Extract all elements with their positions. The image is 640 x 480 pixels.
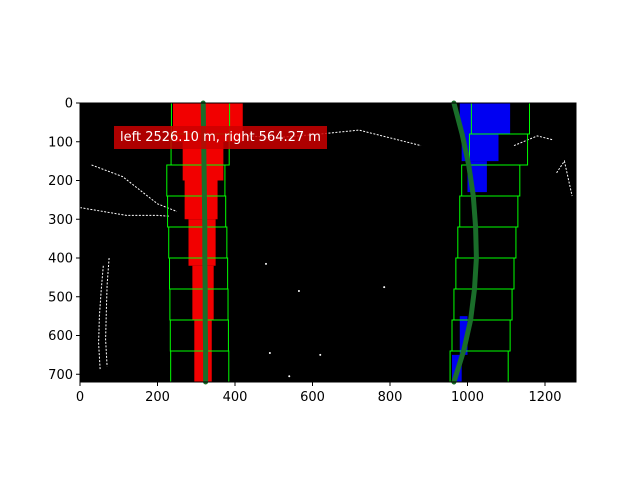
edge-dot-0 — [265, 262, 267, 265]
x-tick-label-600: 600 — [300, 390, 325, 405]
edge-dot-1 — [297, 289, 300, 292]
edge-segment-5 — [513, 135, 553, 147]
right-fit-line — [451, 100, 479, 385]
x-axis: 0 200 400 600 800 1000 1200 — [76, 382, 562, 405]
edge-segment-1 — [79, 207, 170, 217]
x-tick-label-0: 0 — [76, 390, 84, 405]
edge-segment-6 — [556, 159, 573, 197]
left-lane-pixel-block-3 — [188, 219, 216, 266]
y-tick-label-300: 300 — [48, 213, 73, 228]
edge-segment-2 — [98, 265, 104, 371]
y-tick-label-200: 200 — [48, 174, 73, 189]
left-fit-line — [200, 100, 209, 385]
y-tick-label-100: 100 — [48, 135, 73, 150]
y-tick-label-0: 0 — [65, 97, 73, 112]
y-axis: 0 100 200 300 400 500 600 700 — [48, 97, 80, 383]
x-tick-label-400: 400 — [223, 390, 248, 405]
right-lane-pixel-block-0 — [459, 103, 511, 134]
plot-frame — [79, 102, 577, 383]
edge-dot-3 — [319, 353, 322, 356]
y-tick-label-400: 400 — [48, 252, 73, 267]
x-tick-label-800: 800 — [378, 390, 403, 405]
right-lane-pixel-block-3 — [459, 316, 468, 355]
x-tick-label-200: 200 — [145, 390, 170, 405]
y-tick-label-700: 700 — [48, 368, 73, 383]
x-tick-label-1200: 1200 — [528, 390, 561, 405]
curvature-annotation: left 2526.10 m, right 564.27 m — [114, 126, 327, 149]
edge-dot-2 — [383, 286, 386, 289]
sliding-windows-layer — [166, 102, 530, 383]
fitted-lines-layer — [200, 100, 479, 385]
edge-segment-3 — [105, 257, 110, 367]
y-tick-label-500: 500 — [48, 290, 73, 305]
left-lane-pixel-block-2 — [184, 180, 218, 220]
y-tick-label-600: 600 — [48, 329, 73, 344]
x-tick-label-1000: 1000 — [451, 390, 484, 405]
edge-dot-4 — [288, 375, 291, 378]
edge-dot-5 — [268, 351, 271, 354]
